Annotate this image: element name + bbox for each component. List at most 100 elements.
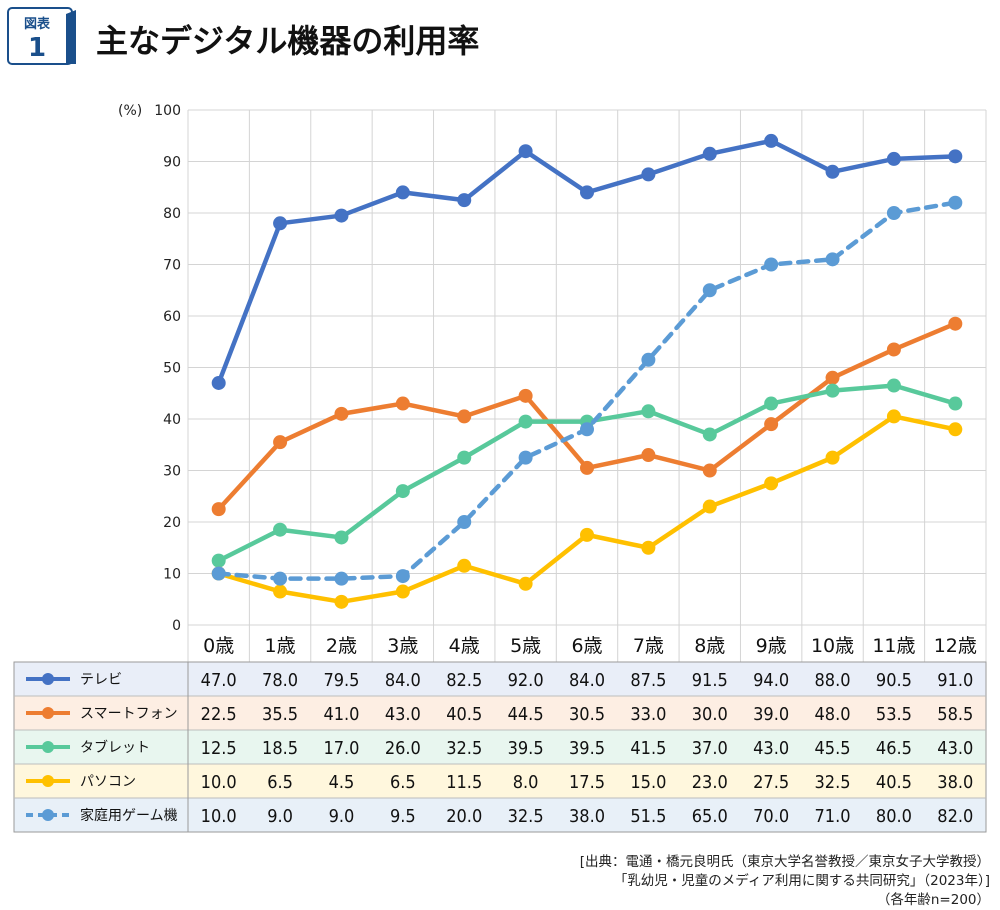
data-point: [764, 257, 779, 272]
data-point: [764, 133, 779, 148]
data-point: [764, 417, 779, 432]
series-group: [211, 378, 963, 568]
y-tick-label: 40: [163, 412, 181, 428]
table-cell-value: 10.0: [201, 772, 237, 793]
data-point: [211, 502, 226, 517]
table-cell-value: 45.5: [815, 738, 851, 759]
table-cell-value: 17.0: [323, 738, 359, 759]
table-cell-value: 32.5: [508, 806, 544, 827]
series-group: [211, 195, 963, 586]
table-cell-value: 11.5: [446, 772, 482, 793]
data-point: [641, 352, 656, 367]
data-point: [886, 378, 901, 393]
table-cell-value: 26.0: [385, 738, 421, 759]
table-cell-value: 10.0: [201, 806, 237, 827]
table-cell-value: 58.5: [937, 704, 973, 725]
table-cell-value: 9.5: [390, 806, 416, 827]
y-tick-label: 30: [163, 464, 181, 480]
table-cell-value: 15.0: [630, 772, 666, 793]
data-point: [948, 195, 963, 210]
data-point: [273, 435, 288, 450]
table-cell-value: 91.5: [692, 670, 728, 691]
table-cell-value: 20.0: [446, 806, 482, 827]
table-cell-value: 38.0: [937, 772, 973, 793]
table-cell-value: 46.5: [876, 738, 912, 759]
x-category-label: 4歳: [449, 635, 480, 657]
data-point: [702, 427, 717, 442]
data-point: [273, 571, 288, 586]
y-tick-label: 60: [163, 309, 181, 325]
table-row: [14, 730, 986, 764]
legend-label: テレビ: [80, 672, 122, 688]
y-tick-label: 80: [163, 206, 181, 222]
x-category-label: 5歳: [510, 635, 541, 657]
table-cell-value: 18.5: [262, 738, 298, 759]
data-point: [641, 167, 656, 182]
table-cell-value: 84.0: [569, 670, 605, 691]
legend-marker: [42, 741, 54, 753]
data-point: [457, 558, 472, 573]
category-labels: 0歳 1歳 2歳 3歳 4歳 5歳 6歳 7歳 8歳 9歳 10歳 11歳 12歳: [203, 635, 977, 657]
data-point: [948, 316, 963, 331]
legend-marker: [42, 809, 54, 821]
y-tick-label: 70: [163, 258, 181, 274]
x-category-label: 11歳: [872, 635, 915, 657]
table-cell-value: 43.0: [937, 738, 973, 759]
table-border: [13, 661, 987, 833]
x-category-label: 2歳: [326, 635, 357, 657]
table-cell-value: 9.0: [329, 806, 355, 827]
data-point: [395, 185, 410, 200]
y-tick-label: 0: [172, 618, 181, 634]
legend-marker: [42, 707, 54, 719]
table-cell-value: 51.5: [630, 806, 666, 827]
table-cell-value: 39.5: [569, 738, 605, 759]
y-tick-label: 10: [163, 567, 181, 583]
table-cell-value: 79.5: [323, 670, 359, 691]
data-point: [948, 396, 963, 411]
data-point: [211, 566, 226, 581]
series-group: [211, 316, 963, 517]
table-cell-value: 82.5: [446, 670, 482, 691]
table-row: [14, 764, 986, 798]
legend-marker: [42, 673, 54, 685]
data-point: [702, 463, 717, 478]
table-cell-value: 88.0: [815, 670, 851, 691]
data-point: [334, 530, 349, 545]
table-cell-value: 53.5: [876, 704, 912, 725]
table-cell-value: 4.5: [329, 772, 355, 793]
y-axis-ticks: 0 10 20 30 40 50 60 70 80 90 100: [154, 103, 181, 634]
data-point: [518, 388, 533, 403]
y-tick-label: 20: [163, 515, 181, 531]
badge-number: 1: [28, 33, 46, 63]
table-cell-value: 22.5: [201, 704, 237, 725]
series-group: [211, 133, 963, 390]
table-cell-value: 27.5: [753, 772, 789, 793]
table-cell-value: 47.0: [201, 670, 237, 691]
figure-badge: 図表 1: [7, 7, 76, 65]
legend-label: 家庭用ゲーム機: [80, 807, 178, 824]
source-line-3: （各年齢n=200）: [877, 892, 990, 908]
data-point: [518, 414, 533, 429]
x-category-label: 3歳: [387, 635, 418, 657]
table-cell-value: 82.0: [937, 806, 973, 827]
legend-label: パソコン: [80, 774, 136, 790]
data-point: [395, 584, 410, 599]
legend-label: スマートフォン: [80, 706, 178, 722]
table-cell-value: 84.0: [385, 670, 421, 691]
table-row: [14, 662, 986, 696]
table-cell-value: 43.0: [753, 738, 789, 759]
data-table: テレビ 47.0 78.0 79.5 84.0 82.5 92.0 84.0 87.5 91.5 9…: [13, 661, 987, 833]
data-point: [641, 540, 656, 555]
data-point: [886, 206, 901, 220]
y-axis-unit: (%): [118, 103, 142, 119]
data-point: [334, 571, 349, 586]
chart-title: 主なデジタル機器の利用率: [96, 22, 479, 60]
table-cell-value: 40.5: [446, 704, 482, 725]
data-point: [395, 484, 410, 499]
table-cell-value: 9.0: [267, 806, 293, 827]
table-cell-value: 80.0: [876, 806, 912, 827]
data-point: [580, 185, 594, 200]
table-cell-value: 8.0: [513, 772, 539, 793]
table-cell-value: 23.0: [692, 772, 728, 793]
data-point: [273, 522, 288, 537]
